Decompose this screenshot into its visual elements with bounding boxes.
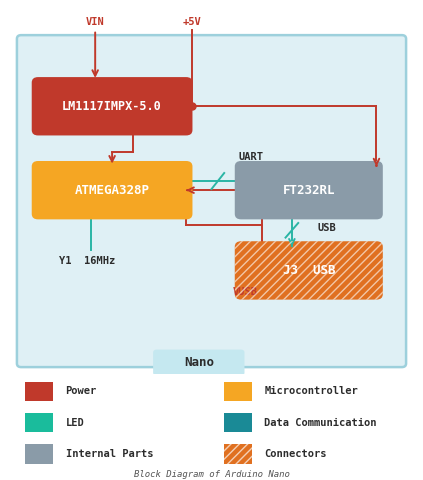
Text: LED: LED (66, 418, 84, 428)
FancyBboxPatch shape (32, 161, 192, 219)
Text: FT232RL: FT232RL (283, 184, 335, 197)
FancyBboxPatch shape (235, 161, 383, 219)
Text: Power: Power (66, 386, 97, 396)
Bar (224, 413, 252, 432)
Bar (224, 382, 252, 401)
FancyBboxPatch shape (153, 349, 244, 375)
Text: Internal Parts: Internal Parts (66, 449, 153, 459)
Text: Y1  16MHz: Y1 16MHz (59, 256, 115, 266)
Text: Connectors: Connectors (264, 449, 327, 459)
Text: VUSB: VUSB (233, 288, 258, 297)
Bar (224, 444, 252, 464)
Text: J3  USB: J3 USB (283, 264, 335, 277)
Text: Block Diagram of Arduino Nano: Block Diagram of Arduino Nano (134, 470, 289, 479)
Bar (25, 382, 53, 401)
Text: Microcontroller: Microcontroller (264, 386, 358, 396)
Text: +5V: +5V (183, 17, 202, 27)
Bar (25, 413, 53, 432)
Text: Data Communication: Data Communication (264, 418, 377, 428)
Text: VIN: VIN (86, 17, 104, 27)
Text: UART: UART (239, 152, 264, 162)
FancyBboxPatch shape (235, 241, 383, 300)
FancyBboxPatch shape (17, 35, 406, 367)
Text: USB: USB (317, 224, 336, 233)
Bar (25, 444, 53, 464)
Text: Nano: Nano (184, 356, 214, 369)
Text: ATMEGA328P: ATMEGA328P (74, 184, 150, 197)
Bar (224, 444, 252, 464)
FancyBboxPatch shape (32, 77, 192, 135)
Text: LM1117IMPX-5.0: LM1117IMPX-5.0 (62, 100, 162, 113)
